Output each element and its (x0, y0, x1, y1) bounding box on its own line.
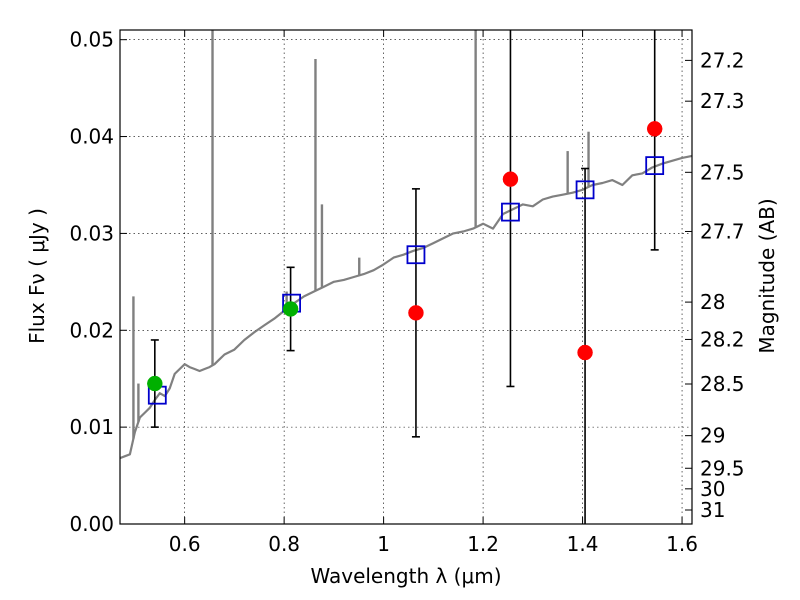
model-square (575, 180, 595, 200)
ticks: 0.6 0.8 1 1.2 1.4 1.6 0.00 0.01 0.02 0.03 0.04 0.05… (69, 28, 744, 556)
x-tick-label: 1.4 (567, 532, 599, 556)
y-axis-label: Flux Fν ( μJy ) (25, 208, 49, 344)
y-tick-label: 0.04 (69, 125, 114, 149)
y2-tick-label: 29 (700, 424, 725, 448)
measurement-point (408, 305, 424, 321)
spectrum-layer (119, 30, 693, 460)
y2-tick-label: 27.2 (700, 48, 745, 72)
plot-frame (119, 29, 693, 525)
model-square (406, 245, 426, 265)
y2-tick-label: 28.2 (700, 327, 745, 351)
x-axis-label: Wavelength λ (μm) (310, 564, 501, 588)
detection-point (282, 301, 299, 317)
model-square (501, 202, 520, 222)
y2-tick-label: 29.5 (700, 456, 745, 480)
measurement-point (502, 171, 519, 187)
x-tick-label: 1.6 (666, 532, 698, 556)
y-tick-label: 0.00 (69, 512, 114, 536)
y2-tick-label: 30 (700, 477, 725, 501)
model-square (645, 156, 665, 176)
y-tick-label: 0.05 (69, 28, 114, 52)
y-tick-label: 0.03 (69, 221, 114, 245)
detection-point (147, 375, 163, 392)
y-tick-label: 0.02 (69, 318, 114, 342)
x-tick-label: 1 (377, 532, 390, 556)
y2-tick-label: 28.5 (700, 372, 745, 396)
y2-tick-label: 28 (700, 290, 725, 314)
grid (120, 30, 692, 525)
y2-tick-label: 27.3 (700, 89, 745, 113)
measurement-point (577, 344, 593, 361)
measurement-point (646, 121, 663, 137)
y-tick-label: 0.01 (69, 415, 114, 439)
x-tick-label: 1.2 (467, 532, 499, 556)
x-tick-label: 0.6 (169, 532, 201, 556)
markers (147, 121, 665, 405)
x-tick-label: 0.8 (268, 532, 300, 556)
y2-tick-label: 27.5 (700, 160, 745, 184)
y2-axis-label: Magnitude (AB) (755, 198, 779, 353)
spectrum-line (119, 154, 693, 460)
y2-tick-label: 31 (700, 498, 725, 522)
y2-tick-label: 27.7 (700, 219, 745, 243)
